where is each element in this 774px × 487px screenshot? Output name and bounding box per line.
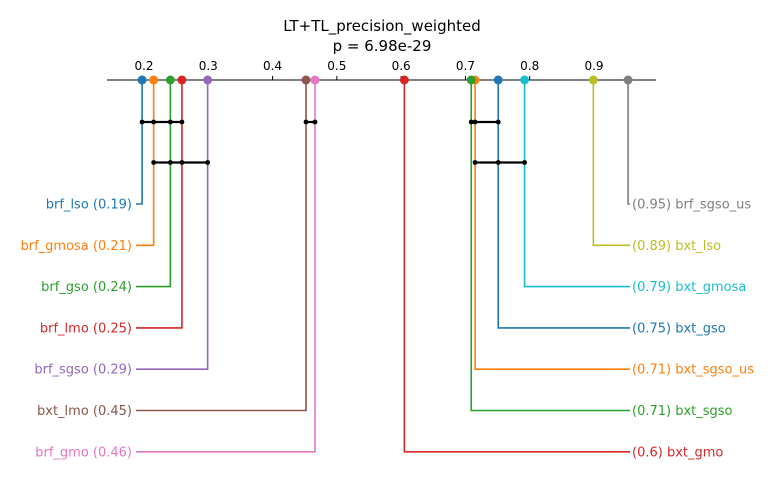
leader-line-brf_sgso [136,80,209,371]
clique-dot [151,119,157,125]
tick-label: 0.3 [199,59,218,73]
method-marker-brf_gmosa [149,75,159,85]
clique-dot [167,119,173,125]
method-label-brf_sgso_us: (0.95) brf_sgso_us [632,198,751,213]
clique-dot [205,160,211,165]
method-marker-brf_sgso [203,75,213,85]
method-label-bxt_lso: (0.89) bxt_lso [632,239,721,254]
method-label-brf_gmosa: brf_gmosa (0.21) [20,239,132,254]
method-marker-bxt_lso [588,75,598,85]
method-label-bxt_sgso_us: (0.71) bxt_sgso_us [632,363,754,378]
tick-label: 0.5 [327,59,346,73]
tick-label: 0.8 [520,59,539,73]
method-label-brf_gmo: brf_gmo (0.46) [35,445,132,460]
clique-dot [303,119,309,125]
tick-label: 0.9 [584,59,603,73]
leader-line-brf_lmo [136,80,183,329]
tick-label: 0.6 [392,59,411,73]
method-label-bxt_gso: (0.75) bxt_gso [632,321,726,336]
leader-line-brf_gmo [136,80,316,453]
chart-subtitle: p = 6.98e-29 [333,37,432,55]
leader-line-bxt_gmosa [523,80,630,288]
clique-dot [312,119,318,125]
method-label-brf_lmo: brf_lmo (0.25) [40,321,132,336]
method-marker-bxt_lmo [301,75,311,85]
method-label-bxt_sgso: (0.71) bxt_sgso [632,404,733,419]
leader-line-bxt_gmo [403,80,630,453]
method-labels: brf_lso (0.19) brf_gmosa (0.21) brf_gso (0… [20,198,754,461]
method-marker-brf_gmo [310,75,320,85]
leader-line-bxt_lmo [136,80,307,412]
clique-dot [522,160,527,165]
method-label-brf_gso: brf_gso (0.24) [41,280,132,295]
tick-label: 0.7 [456,59,475,73]
method-marker-bxt_gmo [399,75,409,85]
method-marker-brf_lmo [177,75,187,85]
clique-bars [139,119,527,165]
tick-label: 0.2 [134,59,153,73]
method-label-brf_lso: brf_lso (0.19) [46,198,132,213]
leader-line-bxt_sgso [470,80,630,412]
method-label-bxt_gmosa: (0.79) bxt_gmosa [632,280,746,295]
clique-dot [151,160,157,165]
method-label-bxt_lmo: bxt_lmo (0.45) [37,404,132,419]
clique-dot [495,119,501,125]
tick-group: 0.2 0.3 0.4 0.5 0.6 0.7 0.8 0.9 [134,59,604,80]
leader-line-brf_gmosa [136,80,155,247]
method-marker-brf_gso [165,75,175,85]
leader-line-brf_gso [136,80,172,288]
clique-dot [179,160,185,165]
method-label-bxt_gmo: (0.6) bxt_gmo [632,445,723,460]
tick-label: 0.4 [263,59,282,73]
leader-line-bxt_lso [592,80,630,247]
method-leaders [136,80,630,453]
clique-dot [139,119,145,125]
chart-title: LT+TL_precision_weighted [283,17,481,36]
method-marker-bxt_gmosa [520,75,530,85]
method-marker-brf_lso [137,75,147,85]
leader-line-bxt_gso [497,80,630,329]
method-marker-bxt_gso [493,75,503,85]
clique-dot [468,119,474,125]
method-markers [137,75,633,85]
method-marker-brf_sgso_us [623,75,633,85]
leader-line-bxt_sgso_us [474,80,630,371]
leader-line-brf_lso [136,80,143,205]
clique-dot [495,160,501,165]
leader-line-brf_sgso_us [627,80,630,205]
clique-dot [472,119,478,125]
clique-dot [179,119,185,125]
clique-dot [167,160,173,165]
clique-dot [472,160,478,165]
method-label-brf_sgso: brf_sgso (0.29) [34,363,132,378]
method-marker-bxt_sgso [466,75,476,85]
